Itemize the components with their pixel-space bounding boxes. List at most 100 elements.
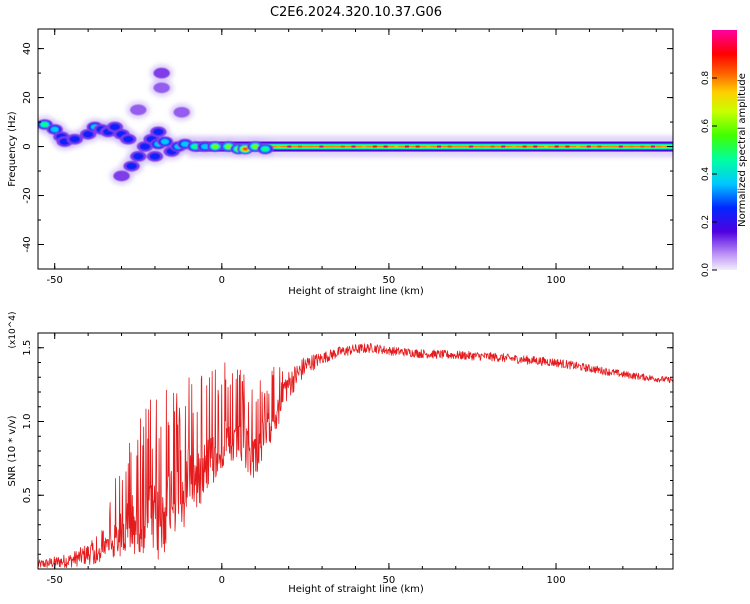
spectrogram-ridge-core-1124	[597, 145, 602, 148]
spec-ytick-label-4: -40	[22, 236, 33, 252]
spectrogram-blob-0-layer-3	[41, 122, 49, 127]
spec-xtick-label-1: 0	[219, 275, 225, 286]
spectrogram-ridge-core-452	[372, 145, 377, 148]
spectrogram-blob-26-layer-4	[212, 144, 219, 149]
spectrogram-ridge-core-644	[437, 145, 442, 148]
spectrogram-ridge-core-772	[479, 145, 484, 148]
spec-xtick-label-2: 50	[383, 275, 396, 286]
spectrogram-blob-4-layer-1	[69, 135, 81, 143]
spectrogram-blob-32-layer-0	[153, 67, 170, 79]
spectrogram-ridge-core-356	[340, 145, 345, 148]
spectrogram-blob-31	[257, 143, 274, 155]
spectrogram-axes: -50 0 50 100 40 20 0 -20 -40	[22, 29, 673, 286]
snr-ytick-label-1: 1.0	[22, 414, 33, 430]
spectrogram-ridge-core-1060	[576, 145, 581, 148]
snr-ylabel: SNR (10 * v/v)	[7, 415, 18, 486]
spectrogram-blob-33	[153, 82, 170, 94]
spectrogram-ridge-core-420	[362, 145, 367, 148]
spectrogram-blob-5-layer-1	[82, 130, 94, 138]
colorbar-axes: 0.0 0.2 0.4 0.6 0.8	[701, 71, 717, 278]
spectrogram-blob-26	[206, 141, 224, 152]
spectrogram-ridge-core-580	[415, 145, 420, 148]
spectrogram-ridge-core-804	[490, 145, 495, 148]
spectrogram-blob-12-layer-0	[113, 170, 130, 182]
spectrogram-blob-17	[150, 126, 167, 138]
spectrogram-blob-11-layer-1	[122, 135, 134, 143]
spectrogram-blob-12	[113, 170, 130, 182]
spectrogram-ridge	[195, 141, 673, 152]
spectrogram-ridge-band-4	[195, 145, 673, 148]
spectrogram-ridge-core-676	[447, 145, 452, 148]
spectrogram-blobs	[38, 67, 274, 182]
spectrogram-blob-25-layer-2	[200, 143, 210, 150]
colorbar-label: Normalized spectral amplitude	[737, 73, 748, 227]
spectrogram-ridge-core-1252	[640, 145, 645, 148]
spectrogram-blob-33-layer-0	[153, 82, 170, 94]
spectrogram-blob-20-layer-2	[160, 138, 170, 145]
spectrogram-blob-14-layer-1	[132, 152, 144, 160]
snr-xtick-label-0: -50	[47, 575, 63, 586]
spectrogram-ridge-core-1284	[650, 145, 655, 148]
spectrogram-ylabel: Frequency (Hz)	[7, 111, 18, 187]
spectrogram-ridge-core-836	[501, 145, 506, 148]
spectrogram-blob-32	[153, 67, 170, 79]
spectrogram-ridge-core-740	[469, 145, 474, 148]
spectrogram-ridge-core-388	[351, 145, 356, 148]
spectrogram-panel: -50 0 50 100 40 20 0 -20 -40 Height of straight …	[7, 28, 674, 297]
spectrogram-ridge-core-1220	[629, 145, 634, 148]
spectrogram-blob-13-layer-1	[126, 162, 137, 170]
spectrogram-blob-24-layer-3	[191, 144, 199, 149]
chart-title: C2E6.2024.320.10.37.G06	[270, 5, 442, 20]
colorbar-gradient	[712, 30, 737, 270]
spectrogram-ridge-core-516	[394, 145, 399, 148]
spec-ytick-label-3: -20	[22, 187, 33, 203]
spectrogram-blob-34	[130, 104, 147, 116]
spec-ytick-label-2: 0	[22, 143, 33, 149]
spectrogram-blob-20	[156, 136, 174, 147]
snr-xtick-label-1: 0	[219, 575, 225, 586]
spectrogram-blob-18-layer-1	[149, 152, 161, 160]
snr-xtick-label-3: 100	[546, 575, 565, 586]
spectrogram-blob-9-layer-1	[109, 123, 121, 131]
spectrogram-blob-17-layer-1	[152, 128, 164, 136]
spectrogram-ridge-core-228	[298, 145, 303, 148]
spectrogram-blob-18	[146, 151, 164, 162]
spectrogram-blob-15-layer-1	[139, 143, 151, 151]
spectrogram-ridge-core-868	[511, 145, 516, 148]
colorbar-tick-label-2: 0.4	[701, 167, 711, 182]
spectrogram-blob-34-layer-0	[130, 104, 147, 116]
spec-ytick-label-1: 20	[22, 91, 33, 104]
colorbar-tick-label-3: 0.6	[701, 119, 711, 134]
colorbar-tick-label-0: 0.0	[701, 263, 711, 278]
spectrogram-blob-14	[130, 151, 147, 162]
spectrogram-ridge-core-612	[426, 145, 431, 148]
spectrogram-ridge-core-324	[330, 145, 335, 148]
spectrogram-blob-35	[173, 106, 190, 118]
spectrogram-blob-1-layer-2	[50, 126, 59, 133]
spectrogram-blob-13	[123, 160, 140, 172]
spectrogram-ridge-core-292	[319, 145, 324, 148]
colorbar-tick-label-4: 0.8	[701, 71, 711, 86]
spectrogram-ridge-core-964	[543, 145, 548, 148]
spectrogram-ridge-core-1188	[618, 145, 623, 148]
spectrogram-blob-4	[66, 133, 83, 145]
snr-ytick-label-2: 1.5	[22, 340, 33, 356]
colorbar-tick-label-1: 0.2	[701, 215, 711, 229]
spectrogram-ridge-core-708	[458, 145, 463, 148]
snr-panel: -50 0 50 100 0.5 1.0 1.5 Height of straight li…	[7, 311, 674, 595]
spectrogram-blob-35-layer-0	[173, 106, 190, 118]
spec-xtick-label-3: 100	[546, 275, 565, 286]
spectrogram-ridge-core-1156	[608, 145, 613, 148]
snr-ytick-label-0: 0.5	[22, 487, 33, 503]
snr-series-line	[38, 343, 673, 569]
snr-xlabel: Height of straight line (km)	[288, 584, 424, 595]
spectrogram-ridge-core-1316	[661, 145, 666, 148]
spectrogram-ridge-core-1028	[565, 145, 570, 148]
spectrogram-ridge-core-932	[533, 145, 538, 148]
spectrogram-xlabel: Height of straight line (km)	[288, 286, 424, 297]
spectrogram-blob-31-layer-3	[261, 146, 269, 152]
spectrogram-blob-30-layer-4	[252, 144, 259, 149]
spectrogram-ridge-core-164	[276, 145, 281, 148]
spectrogram-ridge-core-1092	[586, 145, 591, 148]
